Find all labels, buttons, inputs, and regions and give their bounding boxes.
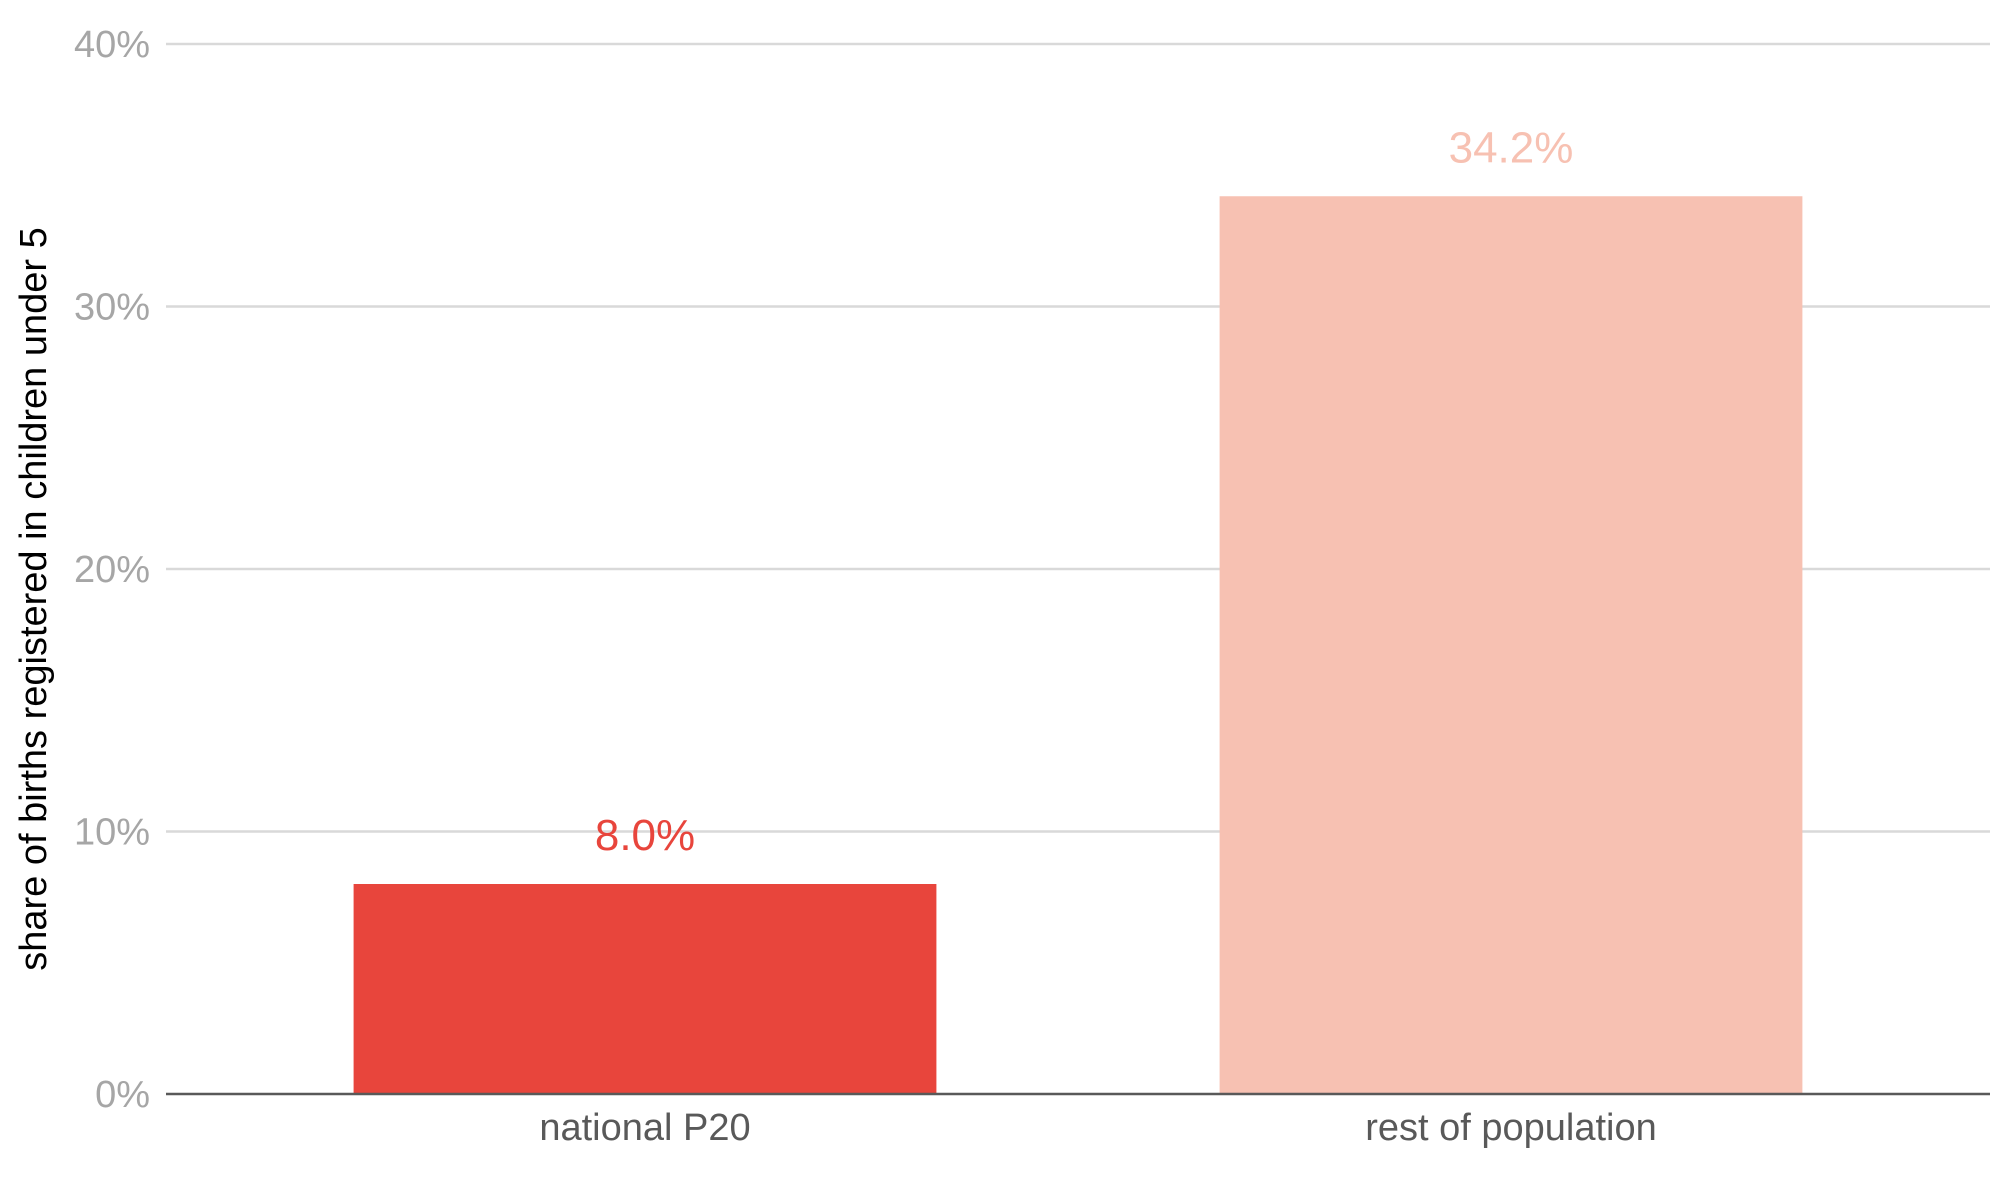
y-axis-tick-labels: 0% 10% 20% 30% 40%: [74, 24, 150, 1116]
y-tick-label: 30%: [74, 287, 150, 329]
x-axis-tick-labels: national P20 rest of population: [539, 1107, 1656, 1149]
data-label: 8.0%: [595, 811, 695, 860]
y-tick-label: 0%: [95, 1074, 150, 1116]
y-axis-title: share of births registered in children u…: [13, 227, 55, 971]
y-tick-label: 40%: [74, 24, 150, 66]
bar: [1219, 196, 1803, 1094]
x-tick-label: rest of population: [1365, 1107, 1657, 1149]
x-tick-label: national P20: [539, 1107, 750, 1149]
bar: [353, 884, 937, 1094]
data-label: 34.2%: [1449, 123, 1574, 172]
y-tick-label: 10%: [74, 812, 150, 854]
data-labels: 8.0% 34.2%: [595, 123, 1574, 860]
y-tick-label: 20%: [74, 549, 150, 591]
bars: [353, 196, 1803, 1094]
